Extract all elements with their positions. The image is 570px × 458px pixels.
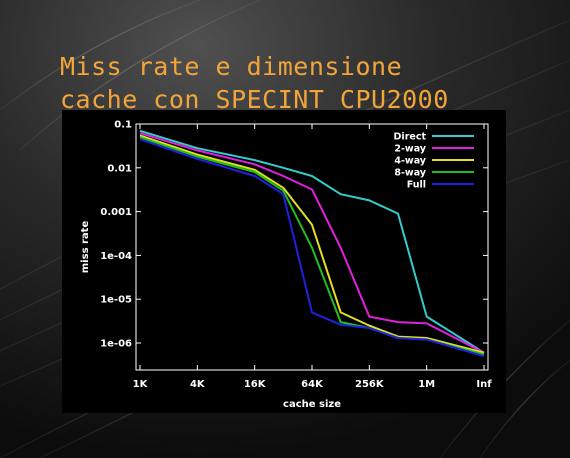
series-lines: [139, 129, 485, 358]
x-tick-label: 64K: [301, 379, 324, 390]
series-line-full: [139, 138, 485, 358]
x-tick-label: 4K: [190, 379, 206, 390]
legend-label-4-way: 4-way: [394, 156, 426, 167]
y-tick-label: 0.001: [100, 207, 132, 218]
x-tick-label: 1K: [133, 379, 149, 390]
series-line-4-way: [139, 134, 485, 354]
x-tick-label: Inf: [476, 379, 492, 390]
slide-title-line-1: Miss rate e dimensione: [60, 52, 403, 81]
y-axis-label: miss rate: [80, 221, 91, 274]
series-line-8-way: [139, 136, 485, 356]
legend-label-8-way: 8-way: [394, 168, 426, 179]
x-axis-label: cache size: [283, 399, 341, 410]
legend-label-direct: Direct: [394, 132, 427, 143]
miss-rate-chart: 0.1 0.01 0.001 1e-04 1e-05 1e-06 1K 4K 16K 64K 25…: [80, 120, 492, 411]
x-tick-label: 1M: [418, 379, 435, 390]
x-tick-label: 256K: [355, 379, 385, 390]
legend-label-2-way: 2-way: [394, 144, 426, 155]
x-axis-ticks: 1K 4K 16K 64K 256K 1M Inf: [133, 124, 492, 390]
y-tick-label: 0.01: [107, 163, 132, 174]
y-axis-ticks: 0.1 0.01 0.001 1e-04 1e-05 1e-06: [100, 120, 488, 350]
y-tick-label: 1e-04: [100, 251, 132, 262]
y-tick-label: 1e-06: [100, 339, 132, 350]
chart-panel: 0.1 0.01 0.001 1e-04 1e-05 1e-06 1K 4K 16K 64K 25…: [62, 110, 506, 413]
series-line-direct: [139, 129, 485, 354]
slide-title-line-2: cache con SPECINT CPU2000: [60, 85, 449, 114]
legend-label-full: Full: [407, 180, 426, 191]
series-line-2-way: [139, 132, 485, 354]
y-tick-label: 1e-05: [100, 295, 132, 306]
x-tick-label: 16K: [244, 379, 267, 390]
y-tick-label: 0.1: [114, 120, 132, 131]
slide-title: Miss rate e dimensione cache con SPECINT…: [60, 50, 449, 116]
